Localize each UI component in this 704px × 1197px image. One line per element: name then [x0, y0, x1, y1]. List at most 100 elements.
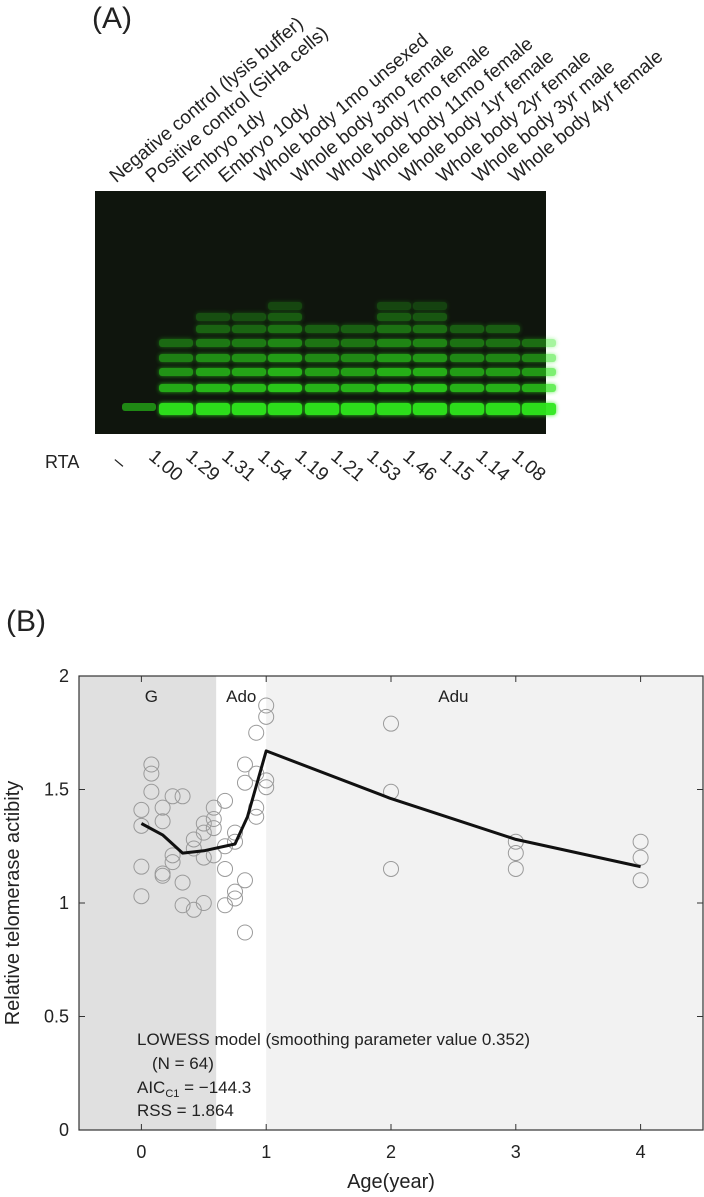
gel-band — [159, 403, 194, 415]
gel-band — [486, 368, 520, 376]
gel-band — [231, 384, 266, 392]
data-point — [258, 779, 275, 796]
gel-band — [195, 403, 230, 415]
gel-band — [377, 403, 412, 415]
x-tick-label: 4 — [636, 1142, 646, 1162]
gel-band — [304, 368, 339, 376]
gel-band — [377, 354, 412, 362]
gel-band — [413, 339, 448, 347]
rta-value: 1.29 — [181, 446, 223, 486]
rta-value: 1.21 — [326, 446, 369, 486]
gel-band — [449, 403, 484, 415]
rta-value: 1.15 — [435, 446, 478, 486]
gel-image — [95, 191, 557, 434]
gel-band — [195, 368, 230, 376]
gel-band — [413, 313, 448, 321]
data-point — [195, 815, 212, 832]
data-point — [236, 924, 253, 941]
data-point — [143, 756, 160, 773]
data-point — [133, 801, 150, 818]
gel-band — [195, 384, 230, 392]
gel-band — [231, 368, 266, 376]
rta-value: 1.54 — [253, 446, 296, 486]
aic-part: AIC — [137, 1078, 165, 1097]
gel-band — [449, 384, 484, 392]
data-point — [217, 792, 234, 809]
data-point — [174, 874, 191, 891]
lowess-chart: G Ado Adu 0 1 2 3 4 0 0.5 1 1.5 2 LOWESS model (smoot… — [2, 666, 704, 1193]
gel-band — [413, 325, 448, 333]
gel-band — [159, 384, 194, 392]
data-point — [164, 847, 181, 864]
data-point — [383, 715, 399, 732]
data-point — [133, 888, 150, 905]
data-point — [507, 860, 524, 877]
gel-band — [522, 354, 557, 362]
gel-band — [340, 325, 375, 333]
data-point — [236, 774, 253, 791]
gel-band — [486, 403, 520, 415]
gel-band — [486, 354, 520, 362]
gel-band — [522, 339, 557, 347]
data-point — [185, 840, 202, 857]
panel-b-label: (B) — [6, 605, 46, 638]
annotation-aic: AICC1 = −144.3 — [137, 1078, 251, 1100]
x-tick-label: 2 — [386, 1142, 396, 1162]
gel-band — [340, 368, 375, 376]
rta-value: 1.19 — [290, 446, 332, 486]
gel-band — [231, 313, 266, 321]
data-point — [227, 890, 243, 907]
gel-band — [231, 403, 266, 415]
x-axis-label: Age(year) — [347, 1171, 435, 1193]
gel-band — [486, 384, 520, 392]
data-point — [174, 897, 191, 914]
gel-band — [413, 368, 448, 376]
gel-band — [268, 384, 303, 392]
region-band — [79, 676, 217, 1130]
gel-band — [377, 313, 412, 321]
data-point — [227, 824, 243, 841]
data-point — [164, 788, 181, 805]
data-point — [632, 833, 649, 850]
gel-band — [377, 368, 412, 376]
gel-band — [413, 354, 448, 362]
data-point — [205, 811, 222, 828]
gel-band — [486, 325, 520, 333]
region-label: Ado — [226, 687, 256, 706]
gel-band — [122, 403, 156, 411]
gel-band — [340, 384, 375, 392]
region-label: G — [145, 687, 158, 706]
annotation-rss: RSS = 1.864 — [137, 1101, 234, 1120]
y-tick-label: 0.5 — [44, 1007, 69, 1027]
rta-value: 1.14 — [471, 446, 514, 486]
data-point — [195, 824, 212, 841]
gel-band — [195, 354, 230, 362]
panel-a-label: (A) — [92, 2, 132, 35]
y-tick-label: 1.5 — [44, 780, 69, 800]
data-point — [632, 872, 649, 889]
gel-band — [268, 325, 303, 333]
data-point — [507, 845, 524, 862]
data-point — [143, 765, 160, 782]
gel-band — [449, 325, 484, 333]
gel-band — [449, 354, 484, 362]
data-point — [164, 854, 181, 871]
y-tick-label: 1 — [59, 893, 69, 913]
gel-band — [231, 339, 266, 347]
gel-band — [159, 354, 194, 362]
gel-band — [268, 339, 303, 347]
gel-band — [195, 325, 230, 333]
gel-band — [377, 325, 412, 333]
annotation-line1: LOWESS model (smoothing parameter value … — [137, 1030, 530, 1049]
data-point — [133, 817, 150, 834]
x-tick-label: 3 — [511, 1142, 521, 1162]
gel-band — [195, 313, 230, 321]
data-point — [236, 756, 253, 773]
rta-value: 1.46 — [398, 446, 441, 486]
data-point — [248, 724, 265, 741]
data-point — [383, 860, 399, 877]
gel-band — [304, 354, 339, 362]
data-point — [195, 895, 212, 911]
gel-band — [304, 403, 339, 415]
gel-band — [304, 384, 339, 392]
